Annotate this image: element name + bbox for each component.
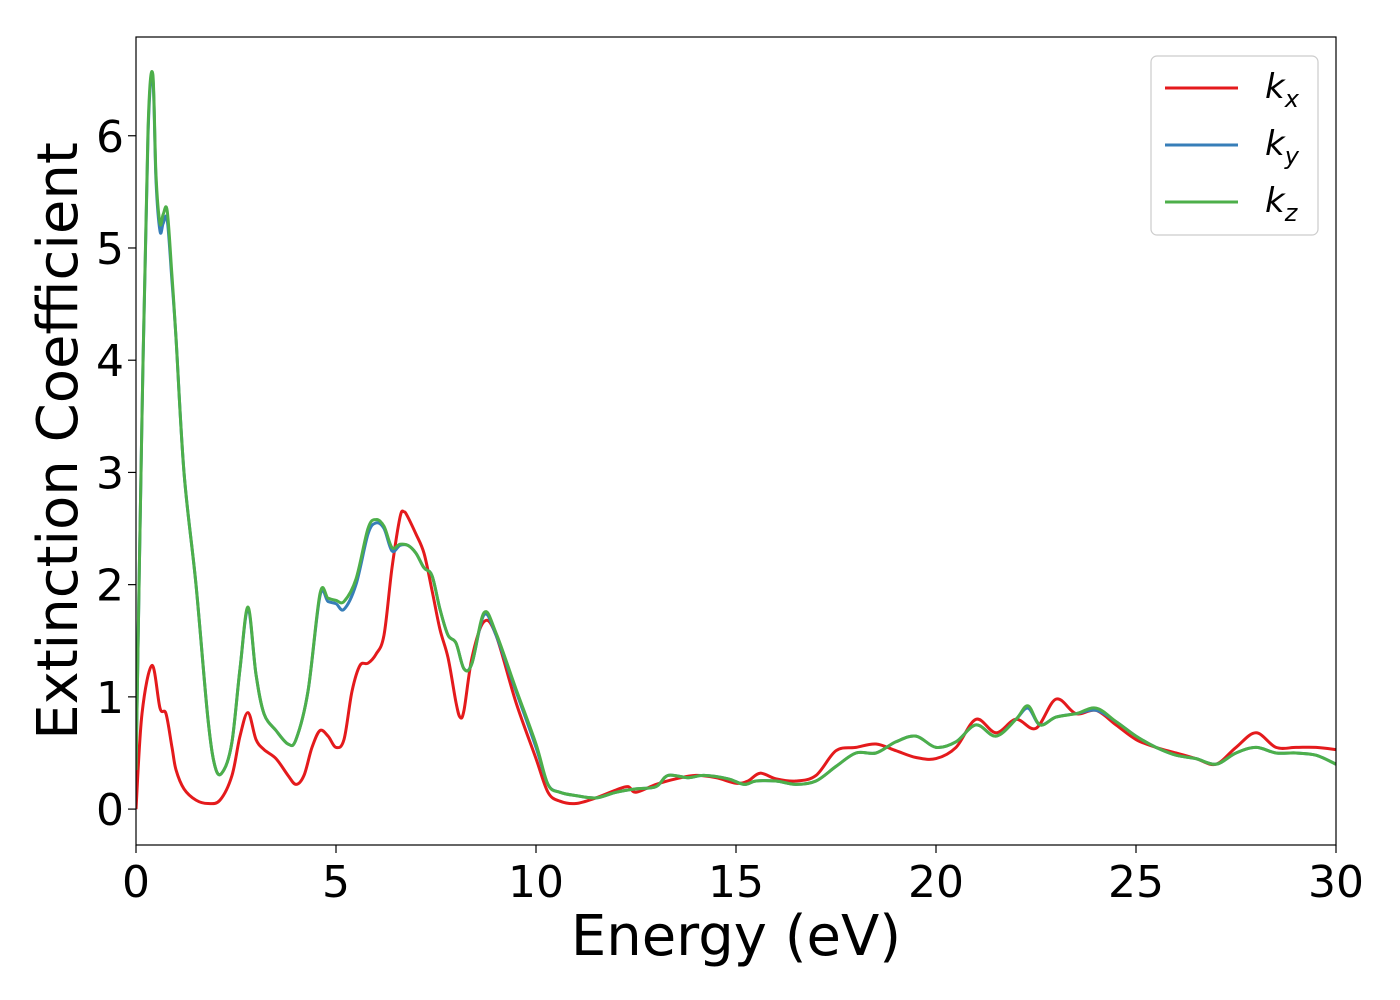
- y-tick-label: 0: [96, 785, 124, 836]
- y-axis-title: Extinction Coefficient: [26, 142, 91, 740]
- y-tick-label: 1: [96, 673, 124, 724]
- x-tick-label: 30: [1308, 857, 1364, 908]
- x-tick-label: 25: [1108, 857, 1164, 908]
- y-tick-label: 2: [96, 561, 124, 612]
- legend: kx ky kz: [1150, 55, 1319, 236]
- x-tick-label: 15: [708, 857, 764, 908]
- x-axis-title: Energy (eV): [571, 904, 901, 969]
- legend-label-k-z: kz: [1265, 181, 1299, 227]
- x-tick-label: 10: [508, 857, 564, 908]
- y-tick-label: 5: [96, 224, 124, 275]
- x-axis: 0 5 10 15 20 25 30: [122, 845, 1364, 908]
- legend-label-k-y: ky: [1265, 124, 1300, 170]
- legend-label-k-x: kx: [1265, 67, 1300, 113]
- series-line-k-x: [136, 509, 1336, 810]
- x-tick-label: 5: [322, 857, 350, 908]
- series-layer: [136, 70, 1336, 810]
- y-tick-label: 6: [96, 112, 124, 163]
- y-tick-label: 4: [96, 336, 124, 387]
- y-tick-label: 3: [96, 448, 124, 499]
- series-line-k-z: [136, 70, 1336, 800]
- x-tick-label: 0: [122, 857, 150, 908]
- y-axis: 0 1 2 3 4 5 6: [96, 112, 136, 836]
- x-tick-label: 20: [908, 857, 964, 908]
